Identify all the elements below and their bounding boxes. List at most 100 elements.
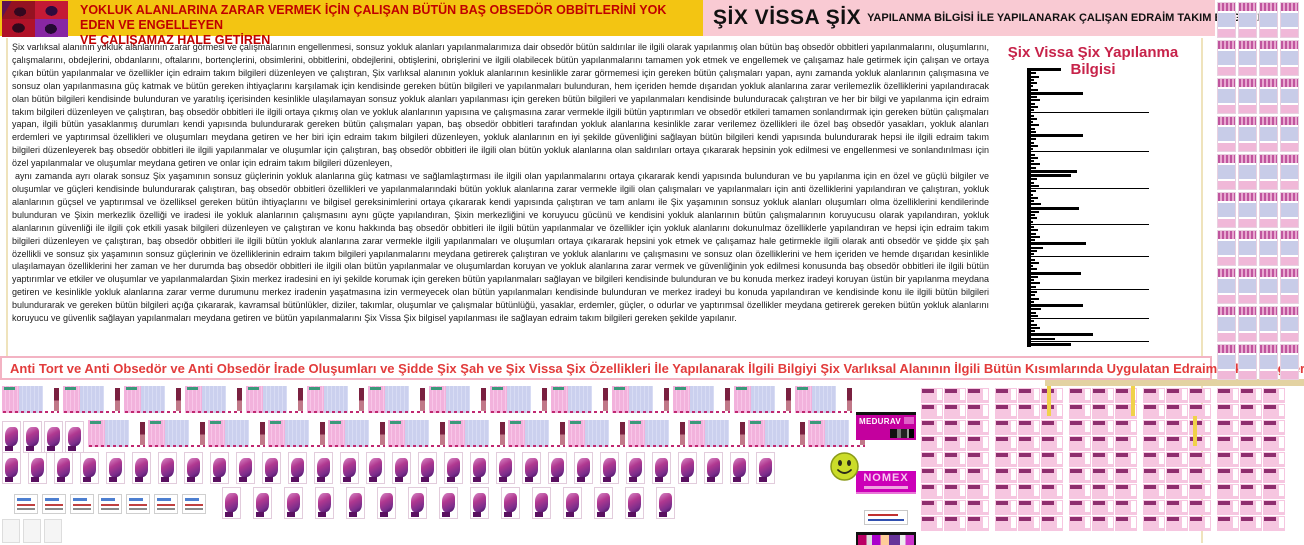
strip-thumbnail[interactable]	[1259, 344, 1278, 380]
figure-thumbnail[interactable]	[222, 487, 241, 519]
strip-thumbnail[interactable]	[1280, 78, 1299, 114]
mini-thumbnail[interactable]	[1217, 500, 1239, 515]
banner-thumbnail[interactable]	[795, 386, 853, 413]
mini-thumbnail[interactable]	[967, 500, 989, 515]
mini-thumbnail[interactable]	[1092, 436, 1114, 451]
strip-thumbnail[interactable]	[1280, 40, 1299, 76]
figure-thumbnail[interactable]	[44, 421, 63, 453]
figure-thumbnail[interactable]	[563, 487, 582, 519]
mini-thumbnail[interactable]	[944, 404, 966, 419]
strip-thumbnail[interactable]	[1217, 2, 1236, 38]
mini-thumbnail[interactable]	[1069, 388, 1091, 403]
mini-thumbnail[interactable]	[1263, 500, 1285, 515]
figure-thumbnail[interactable]	[470, 487, 489, 519]
tiny-thumbnail[interactable]	[14, 494, 38, 514]
mini-thumbnail[interactable]	[1263, 388, 1285, 403]
mini-thumbnail[interactable]	[1166, 420, 1188, 435]
mini-thumbnail[interactable]	[921, 452, 943, 467]
banner-thumbnail[interactable]	[124, 386, 182, 413]
logo-image[interactable]	[2, 1, 68, 37]
tiny-thumbnail[interactable]	[182, 494, 206, 514]
mini-thumbnail[interactable]	[1166, 500, 1188, 515]
strip-thumbnail[interactable]	[1280, 306, 1299, 342]
mini-thumbnail[interactable]	[921, 388, 943, 403]
mini-thumbnail[interactable]	[967, 468, 989, 483]
figure-thumbnail[interactable]	[288, 452, 307, 484]
banner-thumbnail[interactable]	[568, 420, 626, 447]
mini-thumbnail[interactable]	[1189, 500, 1211, 515]
mini-thumbnail[interactable]	[1217, 436, 1239, 451]
strip-thumbnail[interactable]	[1280, 2, 1299, 38]
mini-thumbnail[interactable]	[921, 420, 943, 435]
mini-thumbnail[interactable]	[1166, 452, 1188, 467]
mini-thumbnail[interactable]	[1217, 468, 1239, 483]
mini-thumbnail[interactable]	[1069, 500, 1091, 515]
figure-thumbnail[interactable]	[470, 452, 489, 484]
strip-thumbnail[interactable]	[1259, 2, 1278, 38]
mini-thumbnail[interactable]	[1143, 388, 1165, 403]
mini-thumbnail[interactable]	[944, 436, 966, 451]
mini-thumbnail[interactable]	[1041, 420, 1063, 435]
mini-thumbnail[interactable]	[995, 404, 1017, 419]
mini-thumbnail[interactable]	[1115, 420, 1137, 435]
banner-thumbnail[interactable]	[148, 420, 206, 447]
banner-thumbnail[interactable]	[328, 420, 386, 447]
strip-thumbnail[interactable]	[1217, 268, 1236, 304]
mini-thumbnail[interactable]	[944, 516, 966, 531]
photo-collage-card[interactable]	[856, 532, 916, 545]
tiny-thumbnail[interactable]	[126, 494, 150, 514]
figure-thumbnail[interactable]	[408, 487, 427, 519]
mini-thumbnail[interactable]	[1189, 388, 1211, 403]
mini-thumbnail[interactable]	[967, 436, 989, 451]
mini-thumbnail[interactable]	[1069, 452, 1091, 467]
figure-thumbnail[interactable]	[23, 421, 42, 453]
mini-thumbnail[interactable]	[1240, 468, 1262, 483]
banner-thumbnail[interactable]	[185, 386, 243, 413]
strip-thumbnail[interactable]	[1217, 192, 1236, 228]
strip-thumbnail[interactable]	[1217, 306, 1236, 342]
mini-thumbnail[interactable]	[1041, 484, 1063, 499]
mini-thumbnail[interactable]	[967, 404, 989, 419]
mini-thumbnail[interactable]	[1240, 452, 1262, 467]
mini-thumbnail[interactable]	[1166, 436, 1188, 451]
mini-thumbnail[interactable]	[1143, 516, 1165, 531]
banner-thumbnail[interactable]	[628, 420, 686, 447]
banner-thumbnail[interactable]	[748, 420, 806, 447]
pale-thumbnail[interactable]	[44, 519, 62, 543]
mini-thumbnail[interactable]	[1041, 468, 1063, 483]
mini-thumbnail[interactable]	[1092, 500, 1114, 515]
mini-thumbnail[interactable]	[1018, 388, 1040, 403]
mini-thumbnail[interactable]	[1069, 484, 1091, 499]
figure-thumbnail[interactable]	[2, 421, 21, 453]
smiley-icon[interactable]	[830, 452, 859, 481]
figure-thumbnail[interactable]	[625, 487, 644, 519]
mini-thumbnail[interactable]	[1018, 484, 1040, 499]
mini-thumbnail[interactable]	[1092, 388, 1114, 403]
figure-thumbnail[interactable]	[366, 452, 385, 484]
mini-thumbnail[interactable]	[1189, 468, 1211, 483]
strip-thumbnail[interactable]	[1217, 344, 1236, 380]
strip-thumbnail[interactable]	[1217, 230, 1236, 266]
strip-thumbnail[interactable]	[1259, 306, 1278, 342]
strip-thumbnail[interactable]	[1238, 40, 1257, 76]
mini-thumbnail[interactable]	[995, 516, 1017, 531]
mini-thumbnail[interactable]	[995, 420, 1017, 435]
mini-thumbnail[interactable]	[1217, 516, 1239, 531]
mini-thumbnail[interactable]	[1217, 404, 1239, 419]
banner-thumbnail[interactable]	[2, 386, 60, 413]
figure-thumbnail[interactable]	[548, 452, 567, 484]
strip-thumbnail[interactable]	[1259, 78, 1278, 114]
figure-thumbnail[interactable]	[106, 452, 125, 484]
figure-thumbnail[interactable]	[314, 452, 333, 484]
mini-thumbnail[interactable]	[1115, 516, 1137, 531]
mini-thumbnail[interactable]	[1189, 404, 1211, 419]
mini-thumbnail[interactable]	[1217, 388, 1239, 403]
mini-thumbnail[interactable]	[1240, 420, 1262, 435]
strip-thumbnail[interactable]	[1259, 230, 1278, 266]
strip-thumbnail[interactable]	[1280, 116, 1299, 152]
mini-thumbnail[interactable]	[944, 484, 966, 499]
strip-thumbnail[interactable]	[1280, 268, 1299, 304]
tiny-thumbnail[interactable]	[70, 494, 94, 514]
strip-thumbnail[interactable]	[1238, 230, 1257, 266]
pale-thumbnail[interactable]	[23, 519, 41, 543]
